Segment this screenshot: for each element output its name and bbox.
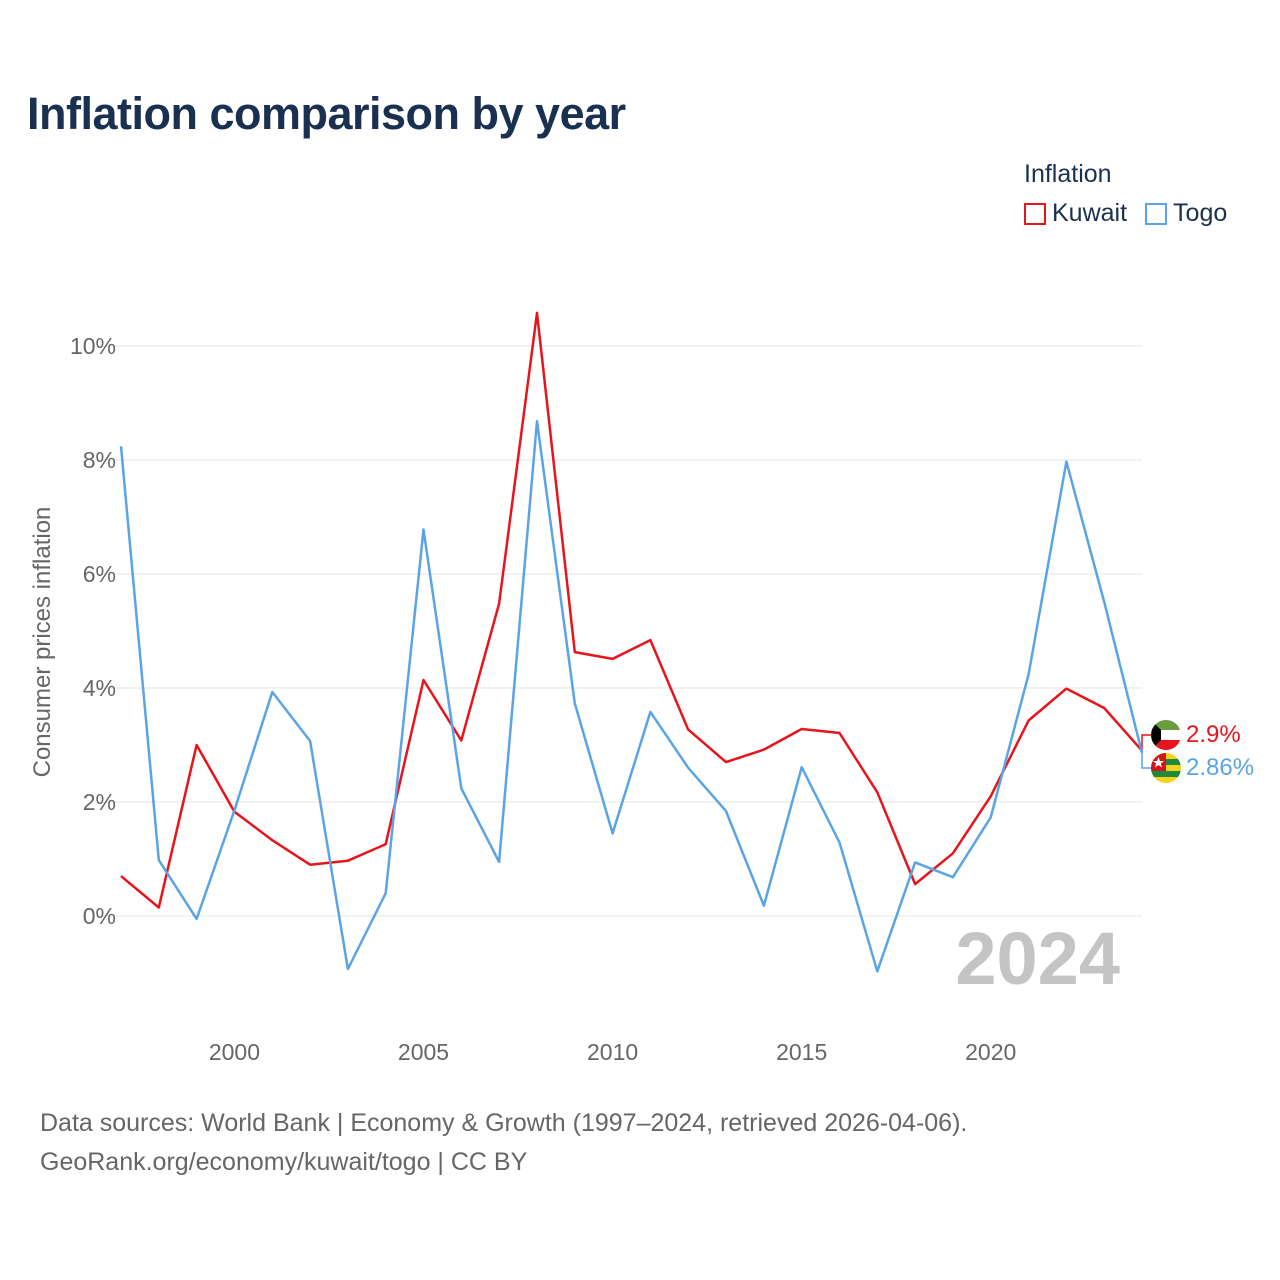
x-tick-label: 2015: [776, 1039, 827, 1065]
x-tick-label: 2005: [398, 1039, 449, 1065]
legend-label-kuwait: Kuwait: [1052, 199, 1128, 227]
legend-item-kuwait[interactable]: Kuwait: [1024, 199, 1127, 228]
series-line-togo[interactable]: [119, 419, 1144, 973]
year-watermark: 2024: [955, 917, 1120, 1000]
togo-flag-icon: [1151, 753, 1181, 783]
legend-label-togo: Togo: [1173, 199, 1228, 227]
source-line-1: Data sources: World Bank | Economy & Gro…: [40, 1109, 968, 1137]
x-tick-label: 2020: [965, 1039, 1016, 1065]
source-line-2[interactable]: GeoRank.org/economy/kuwait/togo | CC BY: [40, 1148, 528, 1176]
kuwait-end-value-label: 2.9%: [1186, 721, 1241, 748]
legend-swatch-kuwait: [1024, 202, 1046, 225]
y-tick-label: 4%: [83, 675, 116, 701]
legend-item-togo[interactable]: Togo: [1145, 199, 1227, 228]
x-tick-label: 2010: [587, 1039, 638, 1065]
legend-swatch-togo: [1145, 202, 1168, 225]
legend: Inflation Kuwait Togo: [1024, 160, 1227, 228]
y-tick-label: 6%: [83, 561, 116, 587]
y-tick-label: 0%: [83, 903, 116, 929]
y-tick-label: 2%: [83, 789, 116, 815]
chart-title: Inflation comparison by year: [27, 88, 626, 139]
source-note: Data sources: World Bank | Economy & Gro…: [40, 1104, 967, 1182]
togo-end-value-label: 2.86%: [1186, 754, 1254, 781]
end-connector-kuwait: [1141, 734, 1151, 751]
end-connector-togo: [1141, 753, 1151, 769]
legend-title: Inflation: [1024, 160, 1112, 188]
y-tick-label: 8%: [83, 447, 116, 473]
y-tick-label: 10%: [70, 333, 116, 359]
y-axis-label: Consumer prices inflation: [29, 507, 56, 778]
series-line-kuwait[interactable]: [120, 311, 1143, 909]
x-tick-label: 2000: [209, 1039, 260, 1065]
kuwait-flag-icon: [1151, 720, 1181, 750]
